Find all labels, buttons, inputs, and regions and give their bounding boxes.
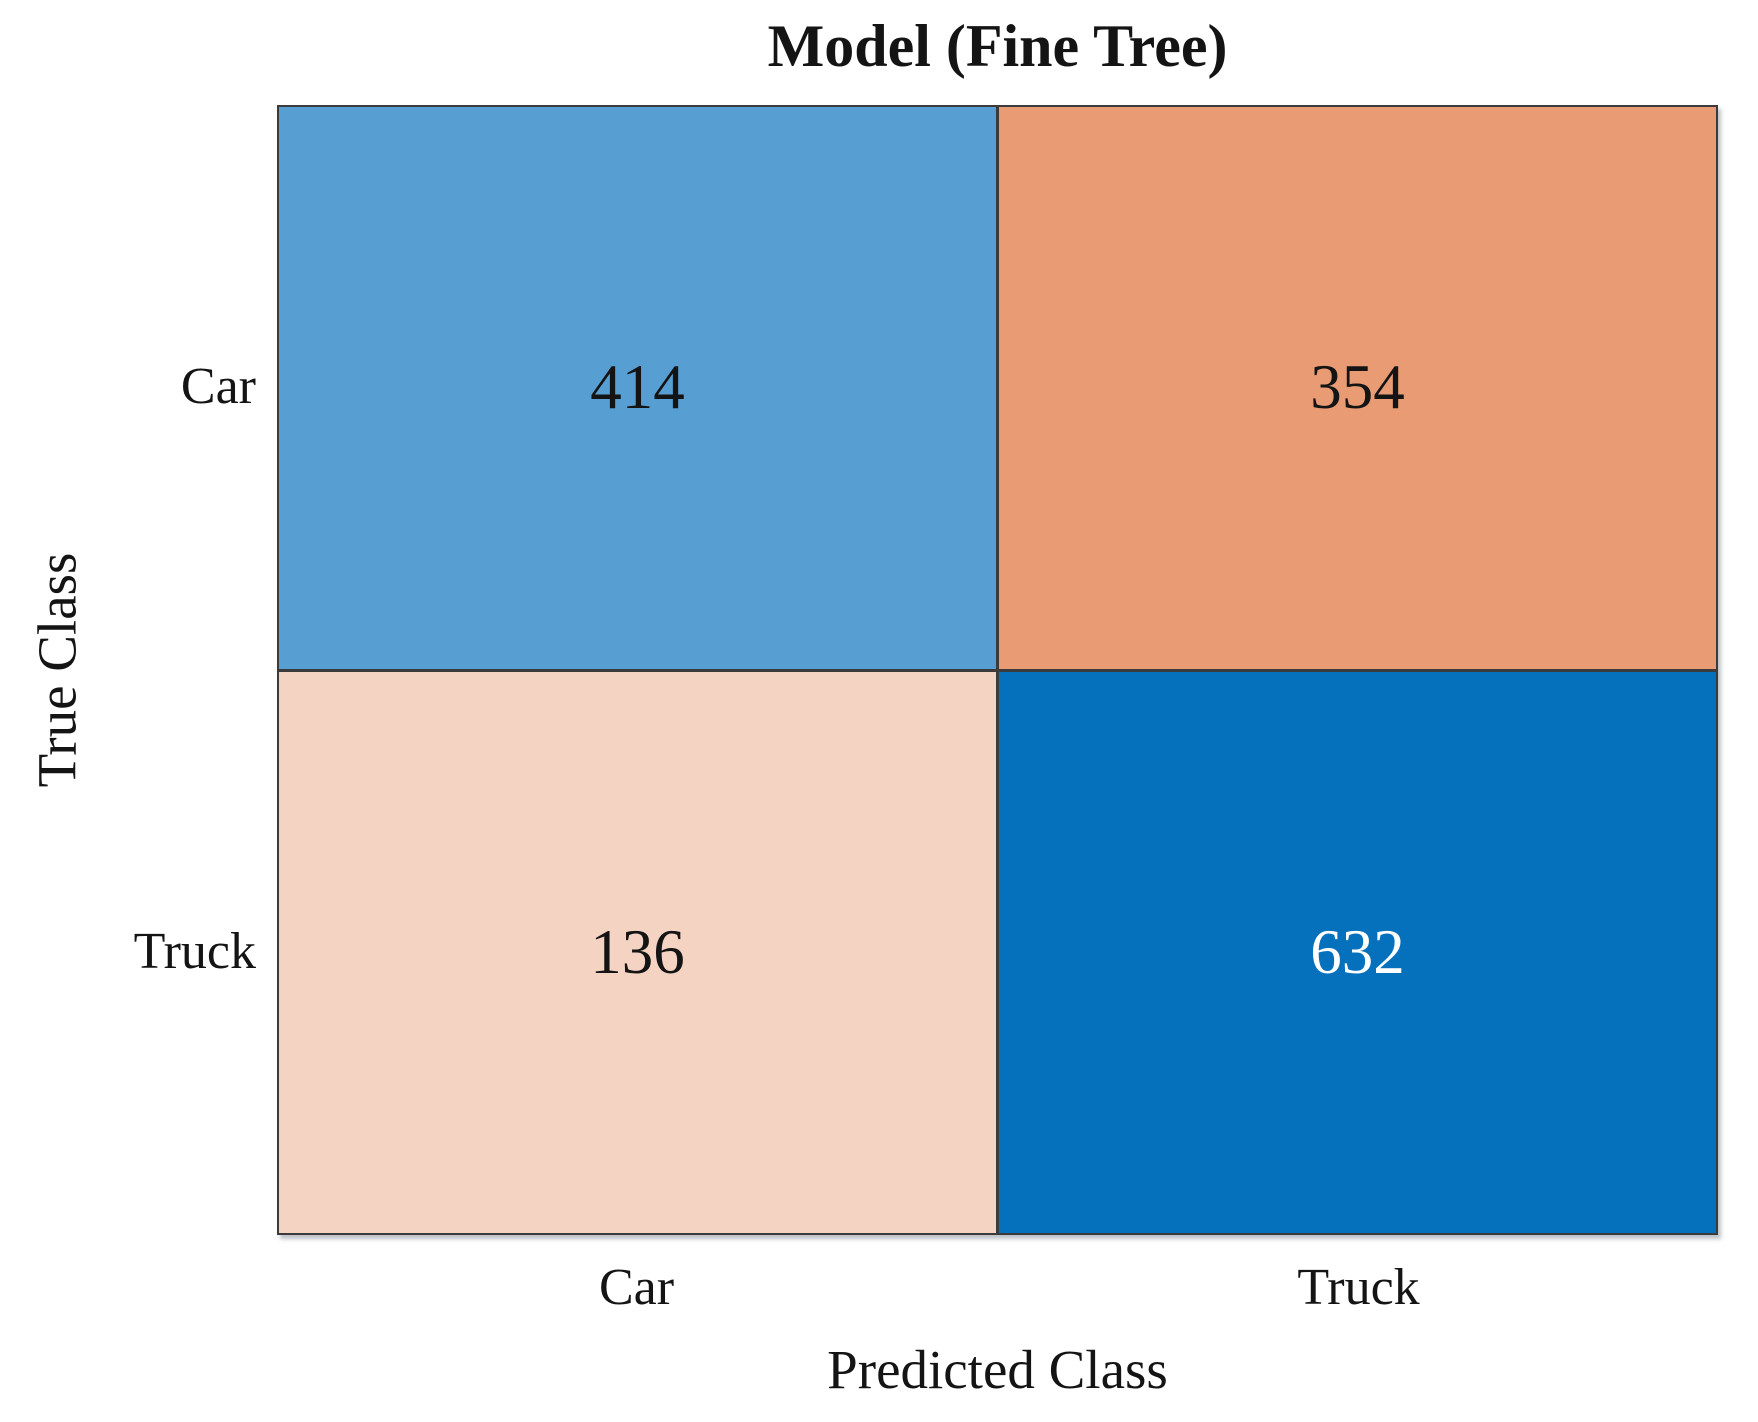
x-tick-car: Car	[598, 1259, 675, 1316]
y-tick-truck: Truck	[133, 923, 256, 980]
matrix-cell-true-truck-pred-car: 136	[279, 671, 996, 1233]
chart-title: Model (Fine Tree)	[767, 13, 1228, 79]
matrix-cell-true-car-pred-car: 414	[279, 107, 996, 669]
matrix-cell-true-car-pred-truck: 354	[999, 107, 1716, 669]
y-tick-car: Car	[180, 358, 256, 415]
confusion-matrix: 414 354 136 632	[277, 105, 1718, 1235]
y-axis-label: True Class	[26, 552, 88, 788]
x-tick-truck: Truck	[1297, 1259, 1420, 1316]
x-axis-label: Predicted Class	[827, 1339, 1168, 1400]
matrix-cell-true-truck-pred-truck: 632	[999, 671, 1716, 1233]
